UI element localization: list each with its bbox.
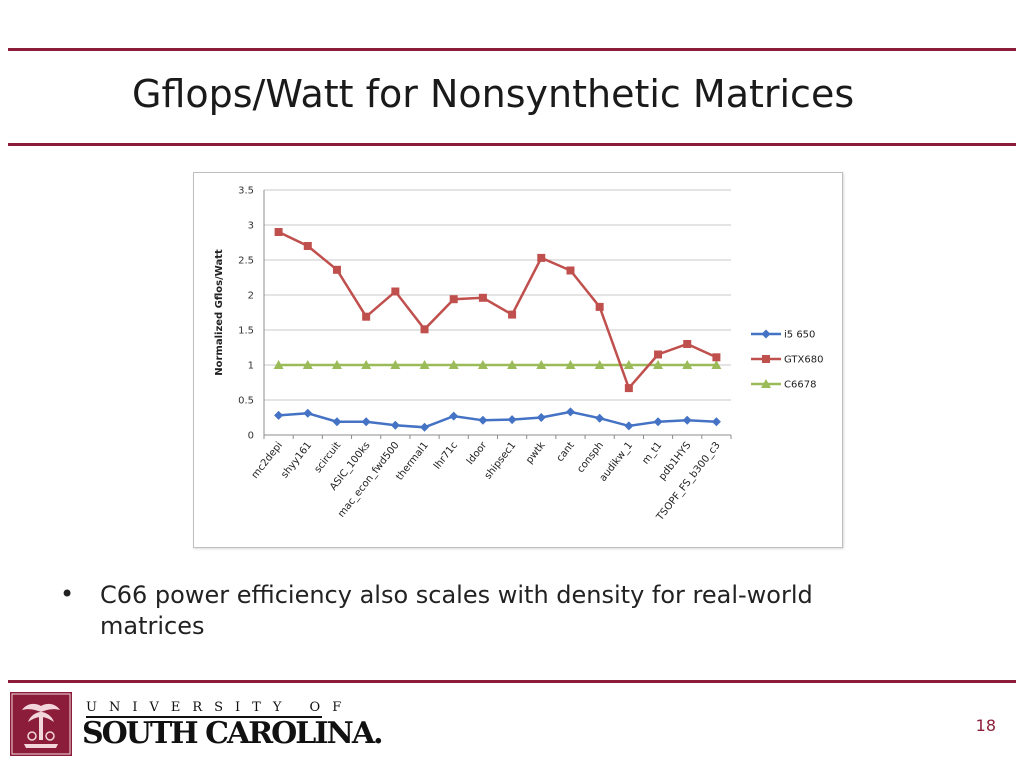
data-point-c6678: [594, 360, 605, 369]
data-point-gtx680: [624, 384, 633, 393]
data-point-gtx680: [449, 295, 458, 304]
logo-university-of: UNIVERSITY OF: [86, 700, 354, 715]
top-divider: [8, 48, 1016, 51]
data-point-gtx680: [537, 253, 546, 262]
data-point-i5-650: [478, 415, 488, 425]
x-tick-label: ldoor: [465, 439, 490, 467]
page-number: 18: [975, 716, 996, 735]
y-tick-label: 1: [248, 361, 254, 372]
legend-marker-c6678: [761, 379, 771, 388]
series-line-gtx680: [278, 230, 717, 391]
data-point-gtx680: [595, 302, 604, 311]
data-point-c6678: [623, 360, 634, 369]
footer-divider: [8, 680, 1016, 683]
data-point-i5-650: [682, 415, 692, 425]
data-point-gtx680: [654, 350, 663, 359]
y-axis-title: Normalized Gflos/Watt: [214, 249, 225, 376]
x-tick-label: lhr71c: [432, 440, 460, 472]
logo-divider: [86, 716, 322, 718]
x-tick-label: scircuit: [313, 440, 344, 475]
data-point-c6678: [507, 360, 518, 369]
x-tick-label: consph: [575, 440, 606, 475]
y-tick-label: 3.5: [238, 186, 254, 197]
y-tick-label: 0.5: [238, 396, 254, 407]
title-divider: [8, 143, 1016, 146]
chart-container: 0 0.5 1 1.5 2 2.5 3 3.5 Normalized Gflos/Watt mc2…: [193, 172, 843, 548]
data-point-gtx680: [508, 310, 517, 319]
legend-label-c6678: C6678: [784, 380, 816, 391]
data-point-i5-650: [624, 421, 634, 431]
data-point-i5-650: [303, 408, 313, 418]
data-point-gtx680: [332, 265, 341, 274]
data-point-gtx680: [362, 312, 371, 321]
logo-south-carolina: SOUTH CAROLINA.: [82, 716, 384, 751]
data-point-i5-650: [565, 407, 575, 417]
data-point-c6678: [448, 360, 459, 369]
data-point-i5-650: [420, 422, 430, 432]
data-point-c6678: [536, 360, 547, 369]
data-point-c6678: [390, 360, 401, 369]
bullet-text: C66 power efficiency also scales with de…: [100, 581, 813, 640]
data-point-c6678: [302, 360, 313, 369]
data-point-c6678: [653, 360, 664, 369]
data-point-i5-650: [449, 411, 459, 421]
data-point-gtx680: [420, 325, 429, 334]
y-tick-label: 0: [248, 431, 254, 442]
data-point-c6678: [273, 360, 284, 369]
data-point-gtx680: [391, 287, 400, 296]
bullet-marker: •: [60, 580, 75, 608]
y-tick-label: 3: [248, 221, 254, 232]
legend-label-gtx680: GTX680: [784, 355, 823, 366]
data-point-i5-650: [711, 417, 721, 427]
y-tick-label: 1.5: [238, 326, 254, 337]
data-point-c6678: [565, 360, 576, 369]
data-point-gtx680: [683, 340, 692, 348]
slide-title: Gflops/Watt for Nonsynthetic Matrices: [132, 72, 855, 116]
series-line-i5-650: [278, 410, 717, 429]
data-point-i5-650: [507, 415, 517, 425]
data-point-gtx680: [566, 266, 575, 275]
legend-marker-i5-650: [761, 329, 771, 339]
x-tick-label: m_t1: [640, 440, 664, 466]
data-point-c6678: [419, 360, 430, 369]
data-point-i5-650: [332, 417, 342, 427]
university-logo-icon: [10, 692, 72, 756]
x-tick-label: pwtk: [524, 440, 548, 466]
legend-marker-gtx680: [762, 355, 770, 363]
data-point-c6678: [711, 360, 722, 369]
data-point-c6678: [331, 360, 342, 369]
data-point-i5-650: [361, 417, 371, 427]
x-tick-label: cant: [555, 440, 577, 464]
data-point-i5-650: [536, 413, 546, 422]
palmetto-icon: [11, 693, 71, 755]
data-point-i5-650: [274, 410, 284, 420]
y-tick-label: 2: [248, 291, 254, 302]
data-point-gtx680: [712, 353, 721, 362]
data-point-gtx680: [274, 228, 283, 236]
legend-label-i5-650: i5 650: [784, 330, 815, 341]
data-point-c6678: [361, 360, 372, 369]
data-point-i5-650: [390, 420, 400, 430]
data-point-gtx680: [478, 293, 487, 302]
data-point-c6678: [477, 360, 488, 369]
data-point-i5-650: [653, 417, 663, 427]
data-point-i5-650: [595, 413, 605, 423]
x-tick-label: shyy161: [279, 440, 314, 480]
data-point-c6678: [682, 360, 693, 369]
y-tick-label: 2.5: [238, 256, 254, 267]
data-point-gtx680: [303, 242, 312, 250]
